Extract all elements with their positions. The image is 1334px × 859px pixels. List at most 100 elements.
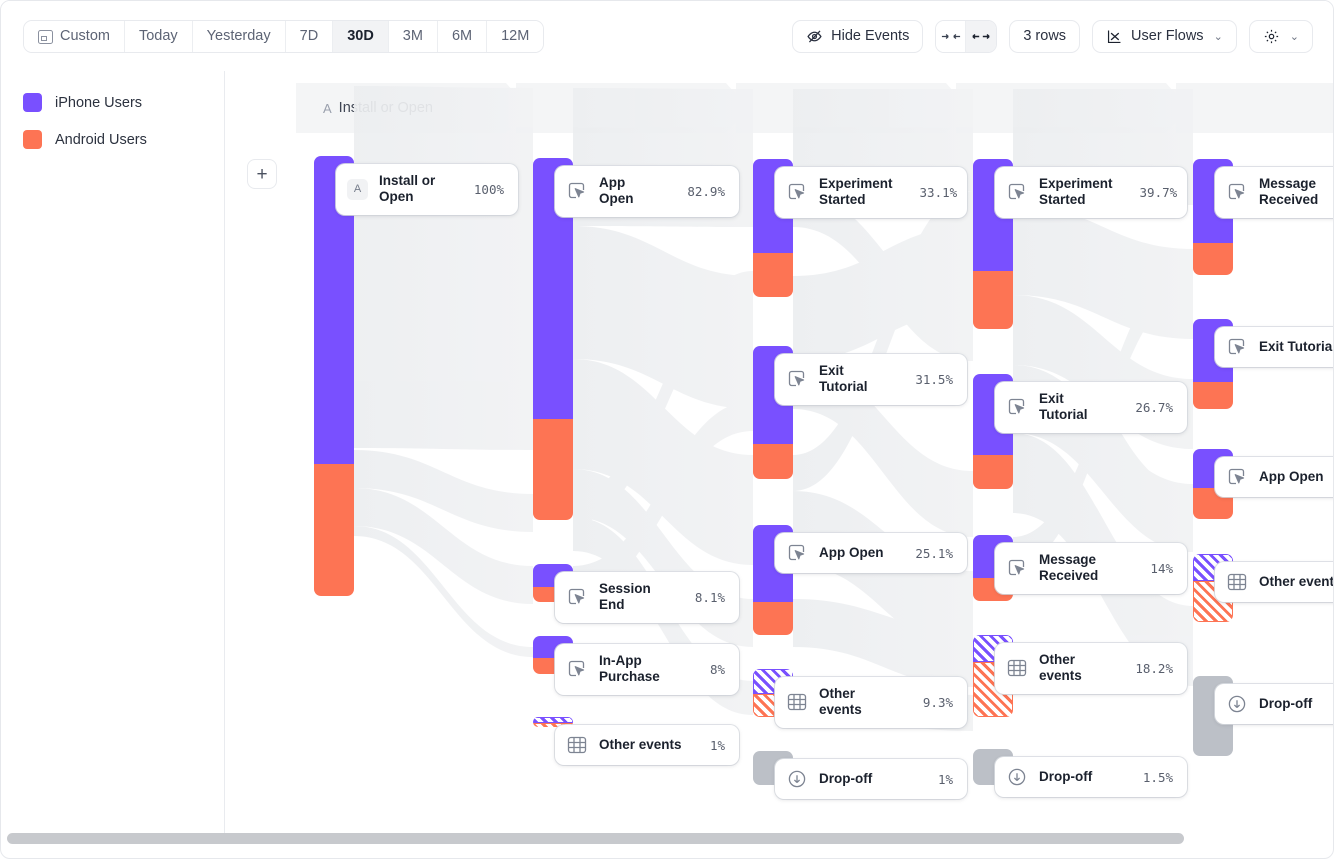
flow-node-chip[interactable]: Drop-off 1% (775, 759, 967, 799)
range-option-label: 3M (402, 28, 423, 44)
tap-icon (1006, 557, 1028, 579)
flow-node-percentage: 1.5% (1142, 769, 1173, 785)
range-option-label: Custom (60, 28, 110, 44)
flow-node-label: App Open (599, 175, 634, 207)
view-type-dropdown[interactable]: User Flows ⌄ (1092, 19, 1237, 53)
flow-node-chip[interactable]: Experiment Started 39.7% (995, 167, 1187, 218)
flow-node-label: App Open (819, 544, 884, 560)
tap-icon (786, 542, 808, 564)
legend-label-iphone: iPhone Users (55, 94, 143, 111)
grid-icon (566, 734, 588, 756)
dropoff-icon (1226, 693, 1248, 715)
calendar-icon (38, 29, 53, 44)
flow-node-chip[interactable]: Exit Tutorial 26.7% (995, 382, 1187, 433)
flow-node-label: Drop-off (819, 770, 873, 786)
width-toggle-group[interactable] (935, 19, 998, 53)
range-option-7d[interactable]: 7D (285, 20, 334, 52)
flow-node-label: Exit Tutorial (819, 363, 868, 395)
chevron-down-icon: ⌄ (1289, 30, 1299, 43)
tap-icon (1226, 336, 1248, 358)
legend-sidebar: iPhone Users Android Users (1, 71, 225, 833)
tap-icon (1226, 466, 1248, 488)
flow-node-label: Other events (1259, 573, 1334, 589)
tap-icon (566, 586, 588, 608)
tap-icon (1006, 181, 1028, 203)
bar-segment-android (973, 455, 1013, 489)
rows-count-button[interactable]: 3 rows (1009, 19, 1081, 53)
flow-node-chip[interactable]: In-App Purchase 8% (555, 644, 739, 695)
flow-canvas[interactable]: A Install or Open (226, 71, 1334, 833)
range-option-custom[interactable]: Custom (24, 20, 125, 52)
body: iPhone Users Android Users + A Install or… (1, 71, 1334, 833)
grid-icon (1006, 657, 1028, 679)
legend-item[interactable]: Android Users (23, 130, 224, 149)
range-option-label: 30D (347, 28, 374, 44)
toolbar-right-actions: Hide Events 3 rows (792, 19, 1313, 53)
expand-columns-button[interactable] (966, 20, 997, 52)
flow-node-label: Drop-off (1259, 695, 1313, 711)
range-option-label: 7D (299, 28, 319, 44)
breadcrumb-step-4[interactable] (1176, 83, 1334, 133)
chevron-down-icon: ⌄ (1213, 30, 1223, 43)
flow-node-label: Experiment Started (819, 176, 893, 208)
flow-node-chip[interactable]: Drop-off (1215, 684, 1333, 724)
hide-events-button[interactable]: Hide Events (792, 19, 924, 53)
flow-node-percentage: 1% (709, 737, 725, 753)
settings-dropdown[interactable]: ⌄ (1248, 19, 1313, 53)
flow-node-chip[interactable]: Message Received (1215, 167, 1333, 218)
flow-node-chip[interactable]: Other events 1% (555, 725, 739, 765)
flow-node-label: Message Received (1259, 176, 1319, 208)
flow-node-chip[interactable]: Other events (1215, 562, 1334, 602)
flow-node-chip[interactable]: App Open 82.9% (555, 166, 739, 217)
range-option-3m[interactable]: 3M (388, 20, 438, 52)
flow-node-chip[interactable]: Exit Tutorial (1215, 327, 1333, 367)
add-column-button[interactable]: + (247, 159, 277, 189)
range-option-6m[interactable]: 6M (437, 20, 488, 52)
date-range-segmented-control[interactable]: Custom Today Yesterday 7D 30D 3M 6M 12M (23, 19, 545, 53)
flow-node-chip[interactable]: Exit Tutorial 31.5% (775, 354, 967, 405)
legend-swatch-iphone (23, 93, 42, 112)
flow-node-percentage: 39.7% (1139, 184, 1178, 200)
flow-node-bar (973, 374, 1013, 489)
flow-node-chip[interactable]: Message Received 14% (995, 543, 1187, 594)
range-option-label: Yesterday (206, 28, 271, 44)
flow-node-chip[interactable]: Other events 18.2% (995, 643, 1187, 694)
flow-node-chip[interactable]: Session End 8.1% (555, 572, 739, 623)
bar-segment-android (973, 271, 1013, 329)
flow-node-chip[interactable]: App Open (1215, 457, 1333, 497)
flow-node-label: Install or Open (379, 173, 436, 205)
flow-node-chip[interactable]: Experiment Started 33.1% (775, 167, 967, 218)
tap-icon (566, 180, 588, 202)
scrollbar-thumb[interactable] (7, 833, 1184, 844)
flow-node-chip[interactable]: Drop-off 1.5% (995, 757, 1187, 797)
range-option-today[interactable]: Today (124, 20, 193, 52)
bar-segment-android (1193, 382, 1233, 409)
letter-a-icon: A (347, 178, 368, 200)
flow-node-chip[interactable]: Other events 9.3% (775, 677, 967, 728)
legend-item[interactable]: iPhone Users (23, 93, 224, 112)
flow-node-chip[interactable]: App Open 25.1% (775, 533, 967, 573)
flow-node-percentage: 8% (709, 661, 725, 677)
flow-node-bar (533, 158, 573, 520)
tap-icon (1006, 396, 1028, 418)
tap-icon (566, 658, 588, 680)
eye-slash-icon (806, 28, 823, 45)
dropoff-icon (1006, 766, 1028, 788)
flow-node-bar (1193, 449, 1233, 519)
range-option-12m[interactable]: 12M (487, 20, 544, 52)
horizontal-scrollbar[interactable] (1, 833, 1333, 847)
range-option-yesterday[interactable]: Yesterday (192, 20, 286, 52)
tap-icon (1226, 181, 1248, 203)
range-option-label: 6M (451, 28, 473, 44)
dropoff-icon (786, 768, 808, 790)
flow-node-percentage: 9.3% (922, 694, 953, 710)
flow-node-chip[interactable]: A Install or Open 100% (336, 164, 518, 215)
range-option-30d[interactable]: 30D (333, 20, 389, 52)
flow-node-label: Exit Tutorial (1039, 391, 1088, 423)
flow-node-bar (314, 156, 354, 596)
hide-events-label: Hide Events (831, 28, 910, 44)
bar-segment-android (533, 419, 573, 520)
collapse-columns-button[interactable] (936, 20, 967, 52)
rows-count-label: 3 rows (1023, 28, 1067, 44)
